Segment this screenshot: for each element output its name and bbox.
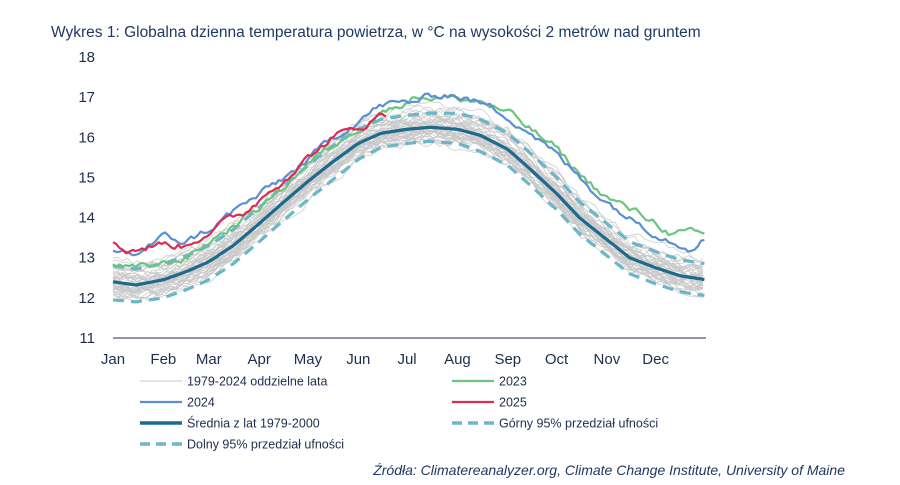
individual-year-line — [112, 135, 704, 301]
chart-title: Wykres 1: Globalna dzienna temperatura p… — [51, 24, 701, 41]
series-line-dolny-95-przedzia-ufno-ci — [112, 139, 705, 304]
series-lines — [112, 92, 705, 304]
legend-label: 2025 — [499, 396, 527, 410]
x-tick-label: Nov — [594, 351, 621, 368]
legend-label: 2024 — [187, 396, 215, 410]
individual-year-line — [112, 137, 703, 304]
individual-year-line — [112, 138, 703, 300]
source-note: Źródła: Climatereanalyzer.org, Climate C… — [373, 462, 845, 478]
individual-year-line — [112, 104, 704, 268]
x-tick-label: Apr — [248, 351, 271, 368]
x-tick-label: Sep — [494, 351, 521, 368]
x-tick-label: Jan — [101, 351, 125, 368]
x-tick-label: May — [294, 351, 323, 368]
y-tick-label: 13 — [78, 250, 95, 267]
y-tick-labels: 11 12 13 14 15 16 17 18 — [78, 49, 95, 347]
x-tick-labels: Jan Feb Mar Apr May Jun Jul Aug Sep Oct Nov Dec — [101, 351, 670, 368]
x-tick-label: Oct — [545, 351, 569, 368]
x-tick-label: Feb — [150, 351, 176, 368]
individual-year-line — [112, 122, 703, 285]
legend-label: Średnia z lat 1979-2000 — [187, 416, 320, 431]
legend: 1979-2024 oddzielne lata 2023 2024 2025 Śred… — [140, 375, 658, 452]
individual-years-lines — [112, 100, 704, 304]
series-line-2025 — [112, 112, 387, 255]
x-tick-label: Jul — [397, 351, 416, 368]
individual-year-line — [112, 133, 703, 300]
series-line--rednia-z-lat-1979-2000 — [112, 125, 705, 287]
legend-label: 1979-2024 oddzielne lata — [187, 375, 327, 389]
individual-year-line — [112, 134, 703, 299]
individual-year-line — [112, 124, 704, 285]
y-tick-label: 12 — [78, 290, 95, 307]
individual-year-line — [112, 117, 704, 280]
legend-label: 2023 — [499, 375, 527, 389]
y-tick-label: 17 — [78, 89, 95, 106]
y-tick-label: 14 — [78, 210, 95, 227]
legend-label: Górny 95% przedział ufności — [499, 417, 658, 431]
y-tick-label: 11 — [79, 330, 95, 347]
x-tick-label: Dec — [642, 351, 669, 368]
y-tick-label: 18 — [78, 49, 95, 66]
individual-year-line — [112, 100, 704, 268]
series-line-g-rny-95-przedzia-ufno-ci — [112, 111, 705, 271]
y-tick-label: 16 — [78, 129, 95, 146]
x-tick-label: Mar — [196, 351, 222, 368]
x-tick-label: Jun — [346, 351, 370, 368]
x-tick-label: Aug — [444, 351, 471, 368]
y-tick-label: 15 — [78, 169, 95, 186]
legend-label: Dolny 95% przedział ufności — [187, 438, 344, 452]
